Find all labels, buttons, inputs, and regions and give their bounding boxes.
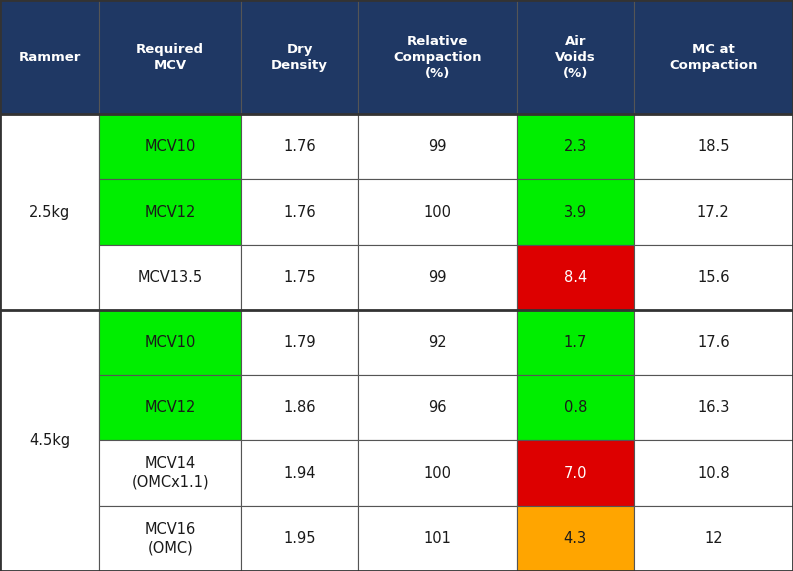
Bar bbox=[634, 179, 793, 245]
Text: Rammer: Rammer bbox=[18, 51, 81, 63]
Text: MCV14
(OMCx1.1): MCV14 (OMCx1.1) bbox=[132, 456, 209, 490]
Bar bbox=[99, 506, 241, 571]
Bar bbox=[241, 375, 358, 440]
Text: 10.8: 10.8 bbox=[697, 465, 730, 481]
Text: Dry
Density: Dry Density bbox=[271, 43, 328, 71]
Bar bbox=[99, 114, 241, 179]
Bar bbox=[358, 245, 517, 310]
Bar bbox=[517, 375, 634, 440]
Bar bbox=[358, 506, 517, 571]
Bar bbox=[634, 114, 793, 179]
Text: 1.75: 1.75 bbox=[283, 270, 316, 285]
Text: 4.3: 4.3 bbox=[564, 531, 587, 546]
Bar bbox=[517, 245, 634, 310]
Text: 2.5kg: 2.5kg bbox=[29, 204, 71, 220]
Text: 0.8: 0.8 bbox=[564, 400, 587, 415]
Text: MCV10: MCV10 bbox=[144, 139, 196, 154]
Text: MC at
Compaction: MC at Compaction bbox=[669, 43, 757, 71]
Bar bbox=[358, 310, 517, 375]
Bar bbox=[241, 440, 358, 506]
Bar bbox=[358, 179, 517, 245]
Bar bbox=[517, 0, 634, 114]
Bar bbox=[634, 375, 793, 440]
Text: 1.76: 1.76 bbox=[283, 139, 316, 154]
Bar bbox=[99, 179, 241, 245]
Bar bbox=[358, 375, 517, 440]
Bar bbox=[241, 179, 358, 245]
Bar bbox=[634, 0, 793, 114]
Text: 99: 99 bbox=[428, 270, 446, 285]
Text: 4.5kg: 4.5kg bbox=[29, 433, 70, 448]
Bar bbox=[517, 179, 634, 245]
Bar bbox=[241, 245, 358, 310]
Text: MCV12: MCV12 bbox=[144, 400, 196, 415]
Text: 100: 100 bbox=[423, 204, 451, 220]
Text: 3.9: 3.9 bbox=[564, 204, 587, 220]
Bar bbox=[241, 310, 358, 375]
Text: 92: 92 bbox=[428, 335, 446, 350]
Text: 1.94: 1.94 bbox=[283, 465, 316, 481]
Bar bbox=[0, 310, 99, 571]
Bar bbox=[99, 310, 241, 375]
Text: Air
Voids
(%): Air Voids (%) bbox=[555, 35, 596, 79]
Text: 2.3: 2.3 bbox=[564, 139, 587, 154]
Bar bbox=[241, 114, 358, 179]
Bar bbox=[517, 114, 634, 179]
Bar bbox=[517, 440, 634, 506]
Text: Relative
Compaction
(%): Relative Compaction (%) bbox=[393, 35, 481, 79]
Bar bbox=[634, 440, 793, 506]
Text: MCV16
(OMC): MCV16 (OMC) bbox=[144, 521, 196, 555]
Text: MCV10: MCV10 bbox=[144, 335, 196, 350]
Bar bbox=[99, 375, 241, 440]
Bar bbox=[99, 440, 241, 506]
Bar bbox=[517, 310, 634, 375]
Bar bbox=[0, 114, 99, 310]
Text: 1.79: 1.79 bbox=[283, 335, 316, 350]
Bar bbox=[241, 0, 358, 114]
Bar bbox=[358, 440, 517, 506]
Bar bbox=[99, 245, 241, 310]
Text: MCV12: MCV12 bbox=[144, 204, 196, 220]
Text: 101: 101 bbox=[423, 531, 451, 546]
Bar bbox=[241, 506, 358, 571]
Text: 15.6: 15.6 bbox=[697, 270, 730, 285]
Bar bbox=[634, 310, 793, 375]
Bar bbox=[517, 506, 634, 571]
Text: 100: 100 bbox=[423, 465, 451, 481]
Text: 12: 12 bbox=[704, 531, 722, 546]
Text: 1.76: 1.76 bbox=[283, 204, 316, 220]
Text: 7.0: 7.0 bbox=[564, 465, 587, 481]
Text: 17.6: 17.6 bbox=[697, 335, 730, 350]
Text: Required
MCV: Required MCV bbox=[136, 43, 205, 71]
Bar bbox=[99, 0, 241, 114]
Text: 1.86: 1.86 bbox=[283, 400, 316, 415]
Text: 1.95: 1.95 bbox=[283, 531, 316, 546]
Bar bbox=[358, 114, 517, 179]
Bar bbox=[634, 245, 793, 310]
Text: MCV13.5: MCV13.5 bbox=[138, 270, 203, 285]
Bar bbox=[358, 0, 517, 114]
Bar bbox=[0, 0, 99, 114]
Text: 99: 99 bbox=[428, 139, 446, 154]
Text: 17.2: 17.2 bbox=[697, 204, 730, 220]
Text: 16.3: 16.3 bbox=[697, 400, 730, 415]
Text: 96: 96 bbox=[428, 400, 446, 415]
Text: 8.4: 8.4 bbox=[564, 270, 587, 285]
Bar bbox=[634, 506, 793, 571]
Text: 1.7: 1.7 bbox=[564, 335, 587, 350]
Text: 18.5: 18.5 bbox=[697, 139, 730, 154]
